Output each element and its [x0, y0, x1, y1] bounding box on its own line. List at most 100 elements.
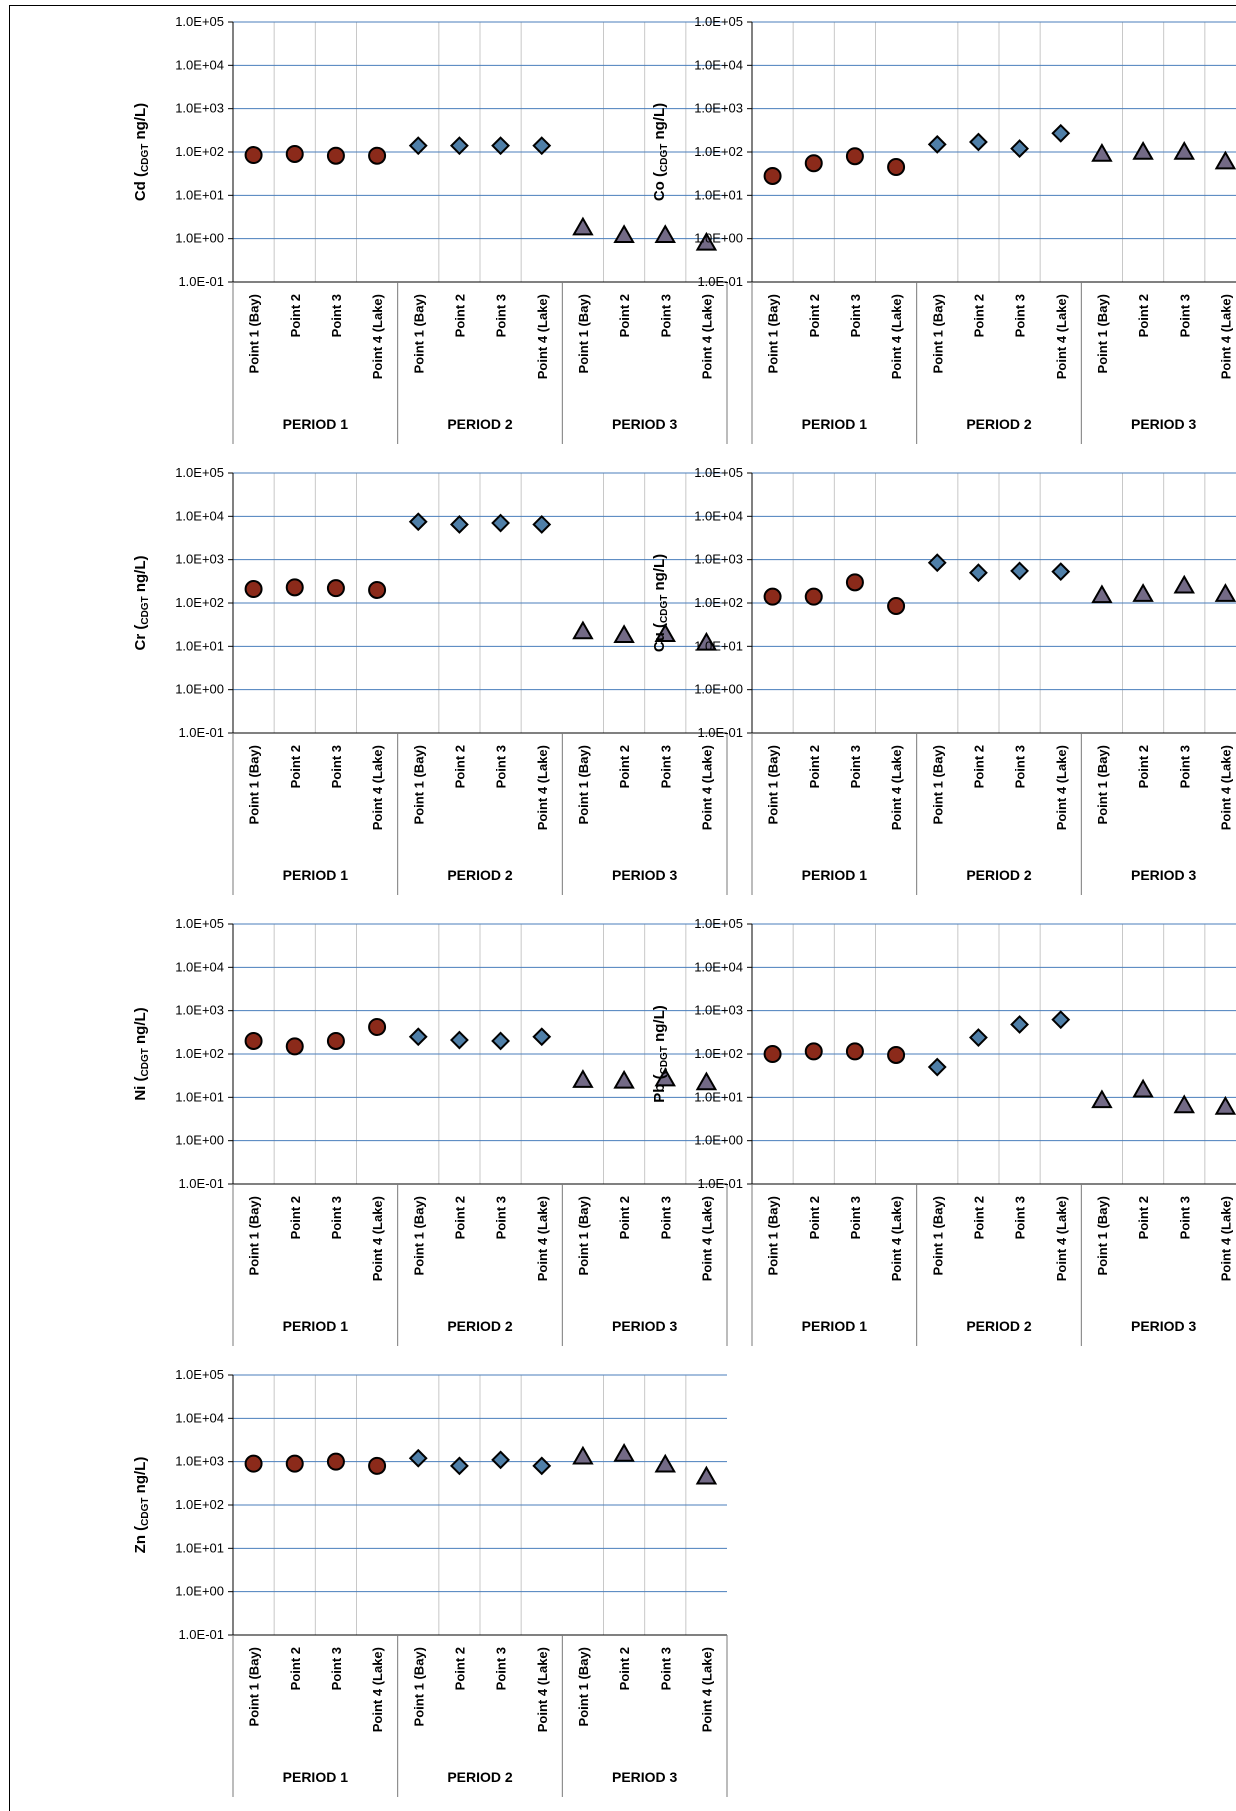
top-rule: [1140, 5, 1236, 6]
data-point: [1051, 1010, 1071, 1030]
y-axis-label: Cu (CDGT ng/L): [651, 554, 670, 652]
data-point: [450, 1456, 469, 1476]
period-label: PERIOD 2: [966, 867, 1032, 883]
period-label: PERIOD 3: [1131, 416, 1197, 432]
chart-zn: 1.0E-01 1.0E+00 1.0E+01 1.0E+02 1.0E+03 1.0E+…: [132, 1367, 728, 1797]
x-category-label: Point 4 (Lake): [1054, 294, 1069, 379]
period-label: PERIOD 2: [447, 1318, 513, 1334]
y-tick-label: 1.0E+00: [175, 1584, 224, 1599]
x-category-label: Point 2: [971, 1196, 986, 1239]
data-point: [845, 573, 864, 592]
data-point: [285, 144, 304, 163]
x-category-label: Point 1 (Bay): [411, 745, 426, 824]
data-point: [326, 1031, 345, 1050]
y-tick-label: 1.0E+02: [175, 1497, 224, 1512]
period-label: PERIOD 3: [1131, 867, 1197, 883]
data-point: [1132, 583, 1154, 602]
data-point: [845, 147, 864, 166]
y-tick-label: 1.0E+05: [175, 14, 224, 29]
y-tick-label: 1.0E+05: [694, 465, 743, 480]
data-point: [927, 134, 947, 154]
x-category-label: Point 2: [452, 294, 467, 337]
y-tick-label: 1.0E+03: [694, 1003, 743, 1018]
y-tick-label: 1.0E+05: [694, 14, 743, 29]
data-point: [763, 587, 782, 606]
y-tick-label: 1.0E+00: [175, 682, 224, 697]
period-label: PERIOD 1: [802, 867, 868, 883]
x-category-label: Point 3: [658, 1196, 673, 1239]
data-point: [695, 1071, 718, 1091]
y-tick-label: 1.0E-01: [697, 725, 743, 740]
data-point: [1173, 574, 1195, 594]
data-point: [285, 1454, 304, 1473]
x-category-label: Point 2: [452, 1196, 467, 1239]
x-category-label: Point 3: [494, 1647, 509, 1690]
data-point: [969, 1028, 988, 1047]
y-tick-label: 1.0E+05: [175, 1367, 224, 1382]
period-label: PERIOD 1: [283, 1769, 349, 1785]
period-label: PERIOD 2: [447, 1769, 513, 1785]
figure-frame: [9, 5, 1236, 1811]
data-point: [1214, 150, 1236, 170]
x-category-label: Point 1 (Bay): [930, 745, 945, 824]
x-category-label: Point 2: [1136, 294, 1151, 337]
data-point: [408, 512, 428, 532]
data-point: [1214, 583, 1236, 602]
x-category-label: Point 4 (Lake): [535, 1647, 550, 1732]
y-tick-label: 1.0E+03: [175, 1003, 224, 1018]
data-point: [450, 1030, 469, 1050]
x-category-label: Point 3: [329, 1647, 344, 1690]
x-category-label: Point 3: [329, 1196, 344, 1239]
x-category-label: Point 2: [452, 1647, 467, 1690]
period-label: PERIOD 2: [447, 416, 513, 432]
period-label: PERIOD 3: [612, 1318, 678, 1334]
y-tick-label: 1.0E+04: [175, 57, 224, 72]
x-category-label: Point 1 (Bay): [766, 1196, 781, 1275]
x-category-label: Point 3: [494, 1196, 509, 1239]
x-category-label: Point 1 (Bay): [576, 1647, 591, 1726]
y-tick-label: 1.0E+00: [175, 1133, 224, 1148]
x-category-label: Point 1 (Bay): [247, 294, 262, 373]
y-tick-label: 1.0E+03: [694, 552, 743, 567]
data-point: [804, 1042, 823, 1061]
chart-cd: 1.0E-01 1.0E+00 1.0E+01 1.0E+02 1.0E+03 1.0E+…: [132, 14, 728, 444]
x-category-label: Point 4 (Lake): [1218, 1196, 1233, 1281]
x-category-label: Point 1 (Bay): [766, 745, 781, 824]
data-point: [408, 1027, 428, 1047]
data-point: [695, 631, 718, 651]
period-label: PERIOD 2: [966, 1318, 1032, 1334]
data-point: [654, 1453, 676, 1473]
period-label: PERIOD 3: [612, 416, 678, 432]
data-point: [1173, 1094, 1195, 1114]
data-point: [491, 513, 510, 533]
data-point: [1091, 584, 1113, 604]
y-tick-label: 1.0E+04: [694, 959, 743, 974]
period-label: PERIOD 1: [802, 1318, 868, 1334]
x-category-label: Point 1 (Bay): [411, 1196, 426, 1275]
data-point: [804, 587, 823, 606]
period-label: PERIOD 3: [612, 867, 678, 883]
data-point: [613, 1069, 635, 1089]
x-category-label: Point 4 (Lake): [699, 294, 714, 379]
x-category-label: Point 4 (Lake): [699, 1196, 714, 1281]
data-point: [927, 1057, 947, 1077]
x-category-label: Point 4 (Lake): [535, 1196, 550, 1281]
data-point: [326, 579, 345, 598]
data-point: [1132, 140, 1154, 160]
data-point: [572, 620, 594, 640]
x-category-label: Point 2: [288, 1647, 303, 1690]
x-category-label: Point 4 (Lake): [699, 745, 714, 830]
y-tick-label: 1.0E+04: [694, 508, 743, 523]
period-label: PERIOD 1: [283, 1318, 349, 1334]
y-tick-label: 1.0E+01: [175, 1089, 224, 1104]
x-category-label: Point 2: [971, 294, 986, 337]
x-category-label: Point 2: [807, 1196, 822, 1239]
y-tick-label: 1.0E+03: [175, 1454, 224, 1469]
y-axis-label: Cr (CDGT ng/L): [132, 555, 151, 650]
y-tick-label: 1.0E+01: [175, 638, 224, 653]
x-category-label: Point 3: [329, 294, 344, 337]
data-point: [1173, 140, 1195, 160]
y-tick-label: 1.0E+00: [694, 1133, 743, 1148]
x-category-label: Point 4 (Lake): [370, 294, 385, 379]
y-tick-label: 1.0E+02: [175, 1046, 224, 1061]
